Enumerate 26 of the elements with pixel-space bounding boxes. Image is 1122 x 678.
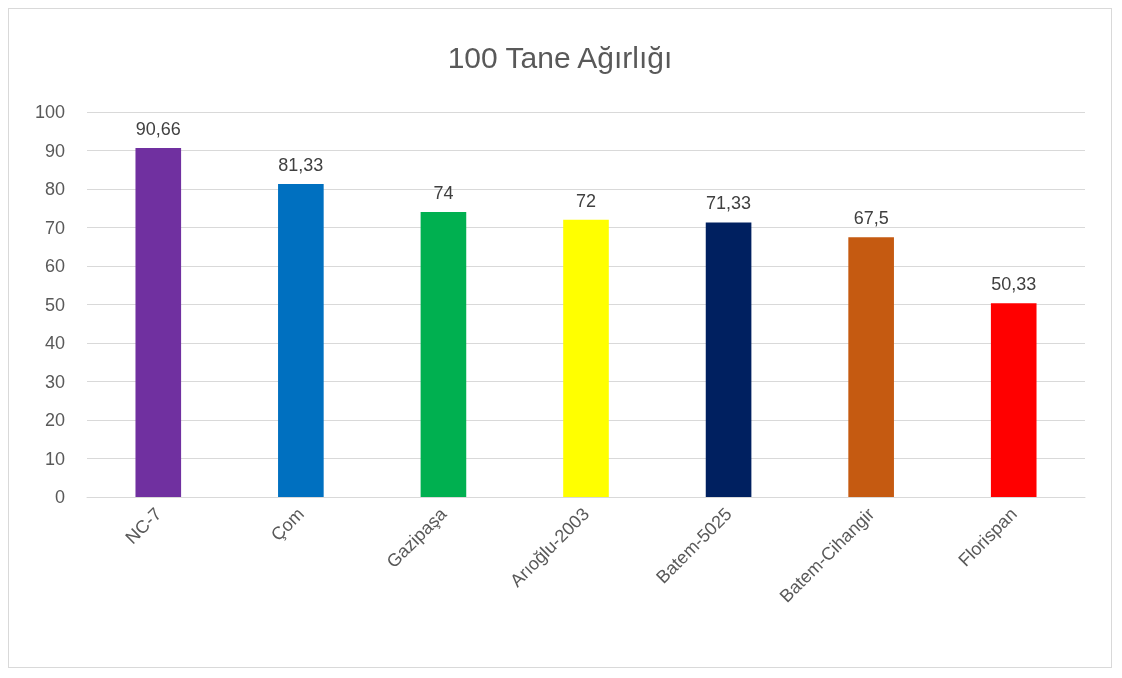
bar <box>990 303 1037 497</box>
chart-title: 100 Tane Ağırlığı <box>447 40 673 74</box>
data-label: 71,33 <box>706 193 752 214</box>
bar <box>848 237 894 497</box>
bar <box>563 219 609 497</box>
data-label: 67,5 <box>853 208 889 229</box>
y-tick-label: 30 <box>44 371 65 392</box>
bar <box>420 212 467 497</box>
bar <box>278 183 324 497</box>
y-tick-label: 100 <box>34 102 65 122</box>
bar <box>705 222 752 497</box>
data-label: 90,66 <box>135 118 181 139</box>
y-tick-label: 50 <box>44 294 65 315</box>
data-label: 72 <box>575 190 597 211</box>
y-tick-label: 40 <box>44 333 65 353</box>
bar <box>135 147 182 497</box>
data-label: 50,33 <box>991 274 1037 295</box>
y-tick-label: 10 <box>44 448 65 469</box>
y-tick-label: 0 <box>54 487 65 507</box>
data-label: 74 <box>433 183 454 204</box>
y-tick-label: 70 <box>44 217 65 238</box>
y-tick-label: 90 <box>44 140 65 161</box>
y-tick-label: 60 <box>44 256 65 276</box>
y-tick-label: 20 <box>44 410 65 430</box>
y-tick-label: 80 <box>44 179 65 199</box>
data-label: 81,33 <box>278 154 324 175</box>
